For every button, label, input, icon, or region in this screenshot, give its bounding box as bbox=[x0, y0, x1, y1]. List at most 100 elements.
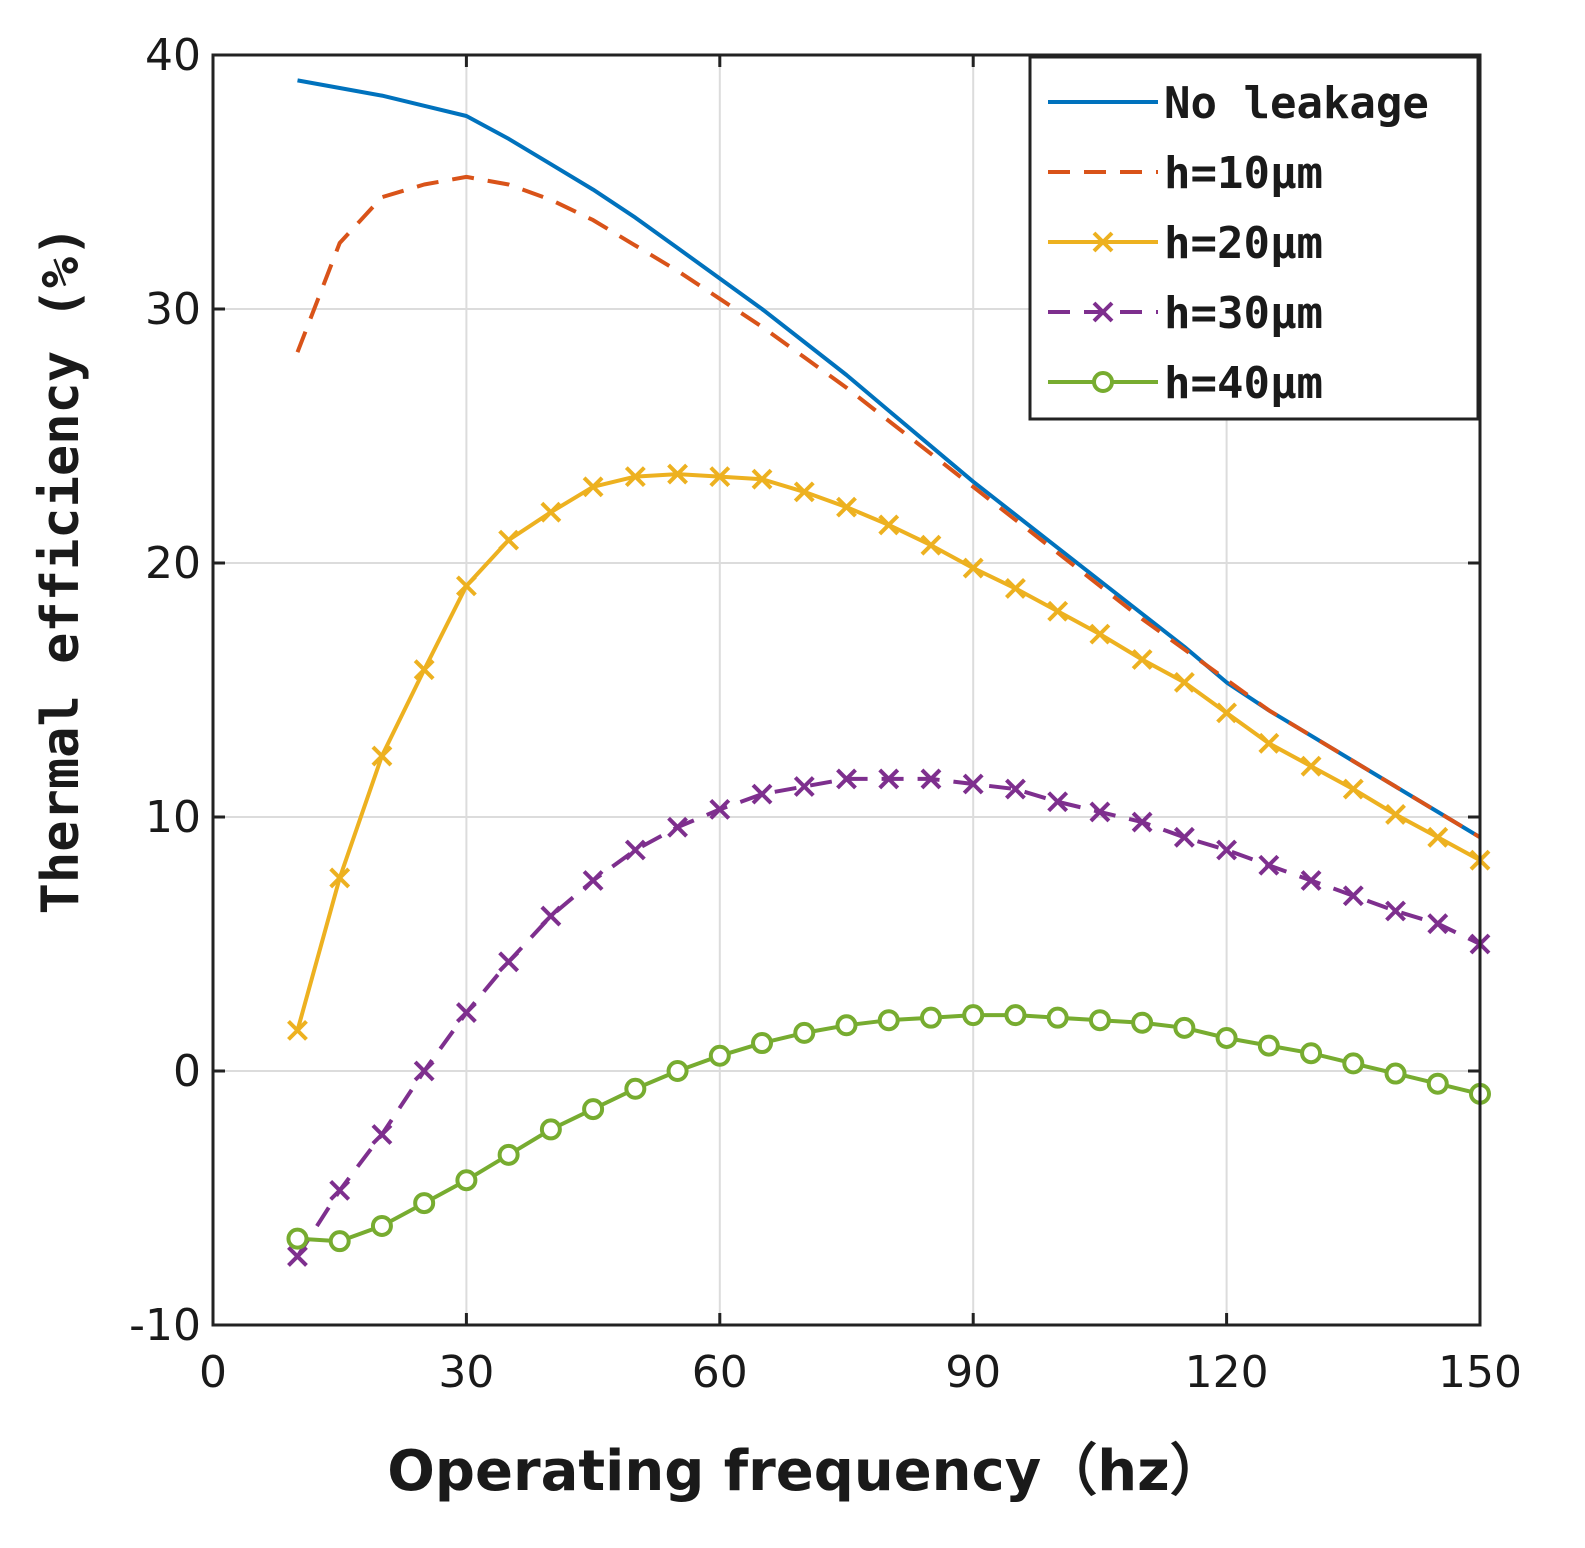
data-point-3-19 bbox=[1089, 801, 1111, 823]
data-point-3-17 bbox=[1005, 778, 1026, 800]
data-point-2-18-stroke-b bbox=[1047, 600, 1069, 622]
data-point-2-15-stroke-b bbox=[920, 534, 942, 556]
data-point-3-3 bbox=[413, 1060, 435, 1082]
legend-entry-0: No leakage bbox=[1048, 78, 1429, 129]
data-point-4-8 bbox=[624, 1077, 647, 1100]
data-point-3-8 bbox=[624, 839, 646, 861]
x-tick-label-1: 30 bbox=[438, 1347, 494, 1398]
data-point-2-17-stroke-b bbox=[1005, 577, 1026, 599]
data-point-2-16-stroke-b bbox=[962, 557, 984, 579]
data-point-3-3-stroke-b bbox=[413, 1060, 435, 1082]
data-point-4-17 bbox=[1004, 1004, 1027, 1027]
data-point-3-1 bbox=[329, 1179, 351, 1201]
data-point-4-1 bbox=[328, 1230, 351, 1253]
legend-label-4: h=40μm bbox=[1164, 358, 1323, 409]
data-point-4-13 bbox=[835, 1014, 858, 1037]
data-point-2-16 bbox=[962, 557, 984, 579]
data-point-2-25-stroke-b bbox=[1342, 778, 1364, 800]
data-point-2-7 bbox=[582, 476, 604, 498]
series-line-1 bbox=[295, 174, 1482, 840]
data-point-2-15 bbox=[920, 534, 942, 556]
data-point-3-9-stroke-b bbox=[667, 816, 688, 838]
y-tick-label-5: 40 bbox=[145, 30, 201, 81]
data-point-4-3 bbox=[413, 1192, 436, 1215]
data-point-2-24 bbox=[1300, 755, 1322, 777]
data-point-3-14 bbox=[878, 768, 900, 790]
data-point-2-6 bbox=[540, 501, 562, 523]
x-tick-label-0: 0 bbox=[199, 1347, 227, 1398]
series-3 bbox=[287, 768, 1491, 1267]
legend-label-2: h=20μm bbox=[1164, 218, 1323, 269]
data-point-3-27-stroke-b bbox=[1427, 913, 1449, 935]
data-point-4-9 bbox=[666, 1060, 689, 1082]
data-point-4-20 bbox=[1131, 1011, 1154, 1034]
data-point-3-13 bbox=[836, 768, 857, 790]
data-point-3-27 bbox=[1427, 913, 1449, 935]
data-point-2-23-stroke-b bbox=[1258, 732, 1280, 754]
legend-marker-2 bbox=[1092, 231, 1114, 253]
data-point-3-16 bbox=[962, 773, 984, 795]
data-point-4-14 bbox=[877, 1009, 900, 1032]
data-point-3-9 bbox=[667, 816, 688, 838]
y-tick-label-4: 30 bbox=[145, 284, 201, 335]
legend-marker-2-stroke-b bbox=[1092, 231, 1114, 253]
data-point-2-3 bbox=[413, 659, 435, 681]
data-point-2-14-stroke-b bbox=[878, 514, 900, 536]
data-point-4-7 bbox=[582, 1098, 605, 1121]
data-point-2-10-stroke-b bbox=[709, 466, 731, 488]
data-point-3-15-stroke-b bbox=[920, 768, 942, 790]
data-point-4-2 bbox=[370, 1214, 393, 1237]
data-point-3-12 bbox=[793, 776, 815, 797]
legend-label-1: h=10μm bbox=[1164, 148, 1323, 199]
data-point-2-19-stroke-b bbox=[1089, 623, 1111, 645]
data-point-3-23 bbox=[1258, 854, 1280, 876]
data-point-3-26-stroke-b bbox=[1385, 900, 1406, 922]
series-2 bbox=[287, 463, 1491, 1041]
data-point-3-4-stroke-b bbox=[455, 1002, 477, 1023]
data-point-3-16-stroke-b bbox=[962, 773, 984, 795]
data-point-3-5 bbox=[498, 951, 520, 973]
data-point-2-1-stroke-b bbox=[329, 867, 351, 889]
data-point-2-4 bbox=[455, 575, 477, 597]
series-4 bbox=[286, 1004, 1491, 1253]
data-point-3-17-stroke-b bbox=[1005, 778, 1026, 800]
data-point-4-5 bbox=[497, 1143, 520, 1166]
data-point-3-21 bbox=[1173, 826, 1195, 848]
data-point-3-0-stroke-b bbox=[287, 1246, 308, 1267]
data-point-3-15 bbox=[920, 768, 942, 790]
data-point-2-18 bbox=[1047, 600, 1069, 622]
data-point-2-12 bbox=[793, 481, 815, 503]
data-point-2-8 bbox=[624, 466, 646, 488]
data-point-4-25 bbox=[1342, 1052, 1365, 1075]
data-point-3-4 bbox=[455, 1002, 477, 1023]
data-point-2-21-stroke-b bbox=[1173, 671, 1195, 693]
data-point-4-11 bbox=[751, 1032, 774, 1055]
series-1 bbox=[295, 174, 1482, 840]
data-point-2-11-stroke-b bbox=[751, 468, 773, 490]
data-point-2-4-stroke-b bbox=[455, 575, 477, 597]
data-point-2-8-stroke-b bbox=[624, 466, 646, 488]
y-tick-label-3: 20 bbox=[145, 538, 201, 589]
data-point-3-18-stroke-b bbox=[1047, 791, 1069, 813]
data-point-4-24 bbox=[1300, 1042, 1323, 1065]
data-point-4-26 bbox=[1384, 1062, 1407, 1085]
y-axis-label: Thermal efficiency (%) bbox=[31, 226, 91, 915]
data-point-4-16 bbox=[962, 1004, 985, 1027]
y-tick-label-2: 10 bbox=[145, 792, 201, 843]
data-point-2-24-stroke-b bbox=[1300, 755, 1322, 777]
data-point-3-25 bbox=[1342, 885, 1364, 907]
data-point-3-13-stroke-b bbox=[836, 768, 857, 790]
plot-frame bbox=[211, 53, 1482, 1327]
data-point-2-5-stroke-b bbox=[498, 529, 520, 551]
data-point-4-23 bbox=[1257, 1034, 1280, 1057]
data-point-2-22 bbox=[1216, 702, 1238, 724]
data-point-2-3-stroke-b bbox=[413, 659, 435, 681]
data-point-3-2-stroke-b bbox=[371, 1124, 393, 1145]
data-point-2-6-stroke-b bbox=[540, 501, 562, 523]
data-point-3-19-stroke-b bbox=[1089, 801, 1111, 823]
data-point-4-6 bbox=[539, 1118, 562, 1141]
data-point-3-24 bbox=[1300, 870, 1322, 891]
data-point-3-2 bbox=[371, 1124, 393, 1145]
data-point-4-22 bbox=[1215, 1026, 1238, 1049]
